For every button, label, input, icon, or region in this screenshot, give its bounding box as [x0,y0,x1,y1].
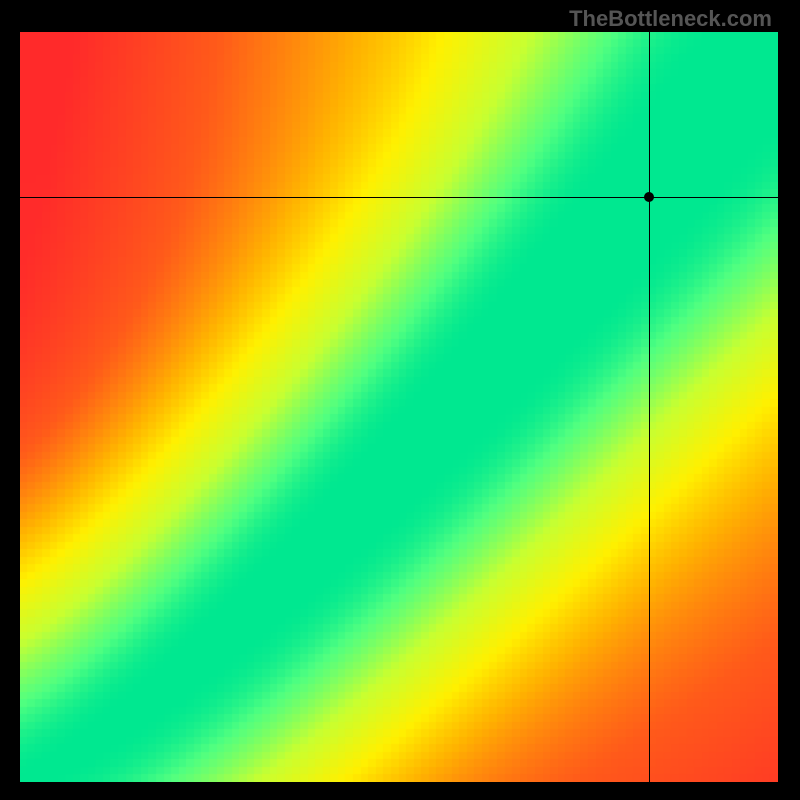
selection-marker [644,192,654,202]
site-watermark: TheBottleneck.com [569,6,772,32]
heatmap-canvas [20,32,778,782]
crosshair-horizontal [20,197,778,198]
crosshair-vertical [649,32,650,782]
bottleneck-heatmap [20,32,778,782]
